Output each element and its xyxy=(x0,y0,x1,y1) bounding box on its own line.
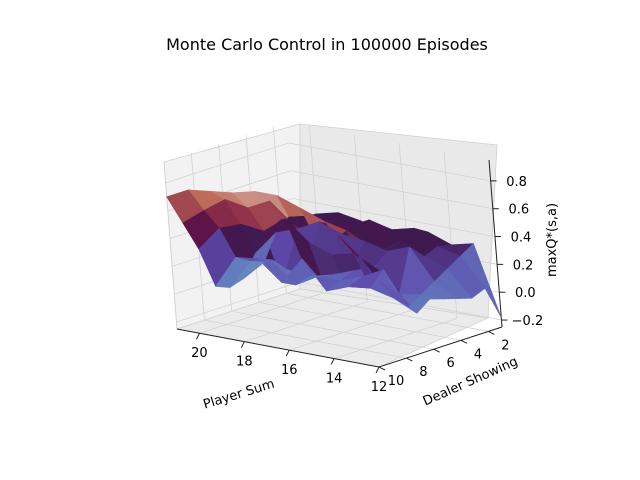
x-axis-label: Player Sum xyxy=(202,377,277,413)
x-tick-label: 16 xyxy=(281,363,298,378)
surface-face-0-5 xyxy=(393,297,431,314)
z-tick-label: −0.2 xyxy=(512,314,544,329)
y-tick-label: 10 xyxy=(388,374,405,389)
surface-face-5-4 xyxy=(295,274,332,286)
x-tick-label: 12 xyxy=(371,380,388,395)
z-tick-label: 0.6 xyxy=(508,203,529,218)
z-tick-label: 0.4 xyxy=(511,231,532,246)
x-tick-label: 20 xyxy=(191,346,208,361)
y-tick-label: 6 xyxy=(447,356,455,371)
z-axis-label: maxQ*(s,a) xyxy=(545,203,560,277)
tick-labels: 20 18 16 14 12 2 4 6 8 10 0.8 0.6 0.4 0.2 0.0 −0.2 xyxy=(191,175,543,395)
y-tick-label: 4 xyxy=(474,347,482,362)
y-axis-label: Dealer Showing xyxy=(421,354,521,409)
x-tick-label: 18 xyxy=(236,355,253,370)
surface xyxy=(166,189,502,318)
surface-face-8-5 xyxy=(215,256,251,288)
surface-face-3-5 xyxy=(326,276,363,292)
x-tick-label: 14 xyxy=(326,372,343,387)
y-tick-label: 8 xyxy=(419,365,427,380)
y-tick-label: 2 xyxy=(501,338,509,353)
z-tick-label: 0.8 xyxy=(506,175,527,190)
z-tick-label: 0.0 xyxy=(515,286,536,301)
chart-title: Monte Carlo Control in 100000 Episodes xyxy=(166,35,488,54)
z-tick-label: 0.2 xyxy=(513,258,534,273)
axis-lines xyxy=(176,159,508,374)
